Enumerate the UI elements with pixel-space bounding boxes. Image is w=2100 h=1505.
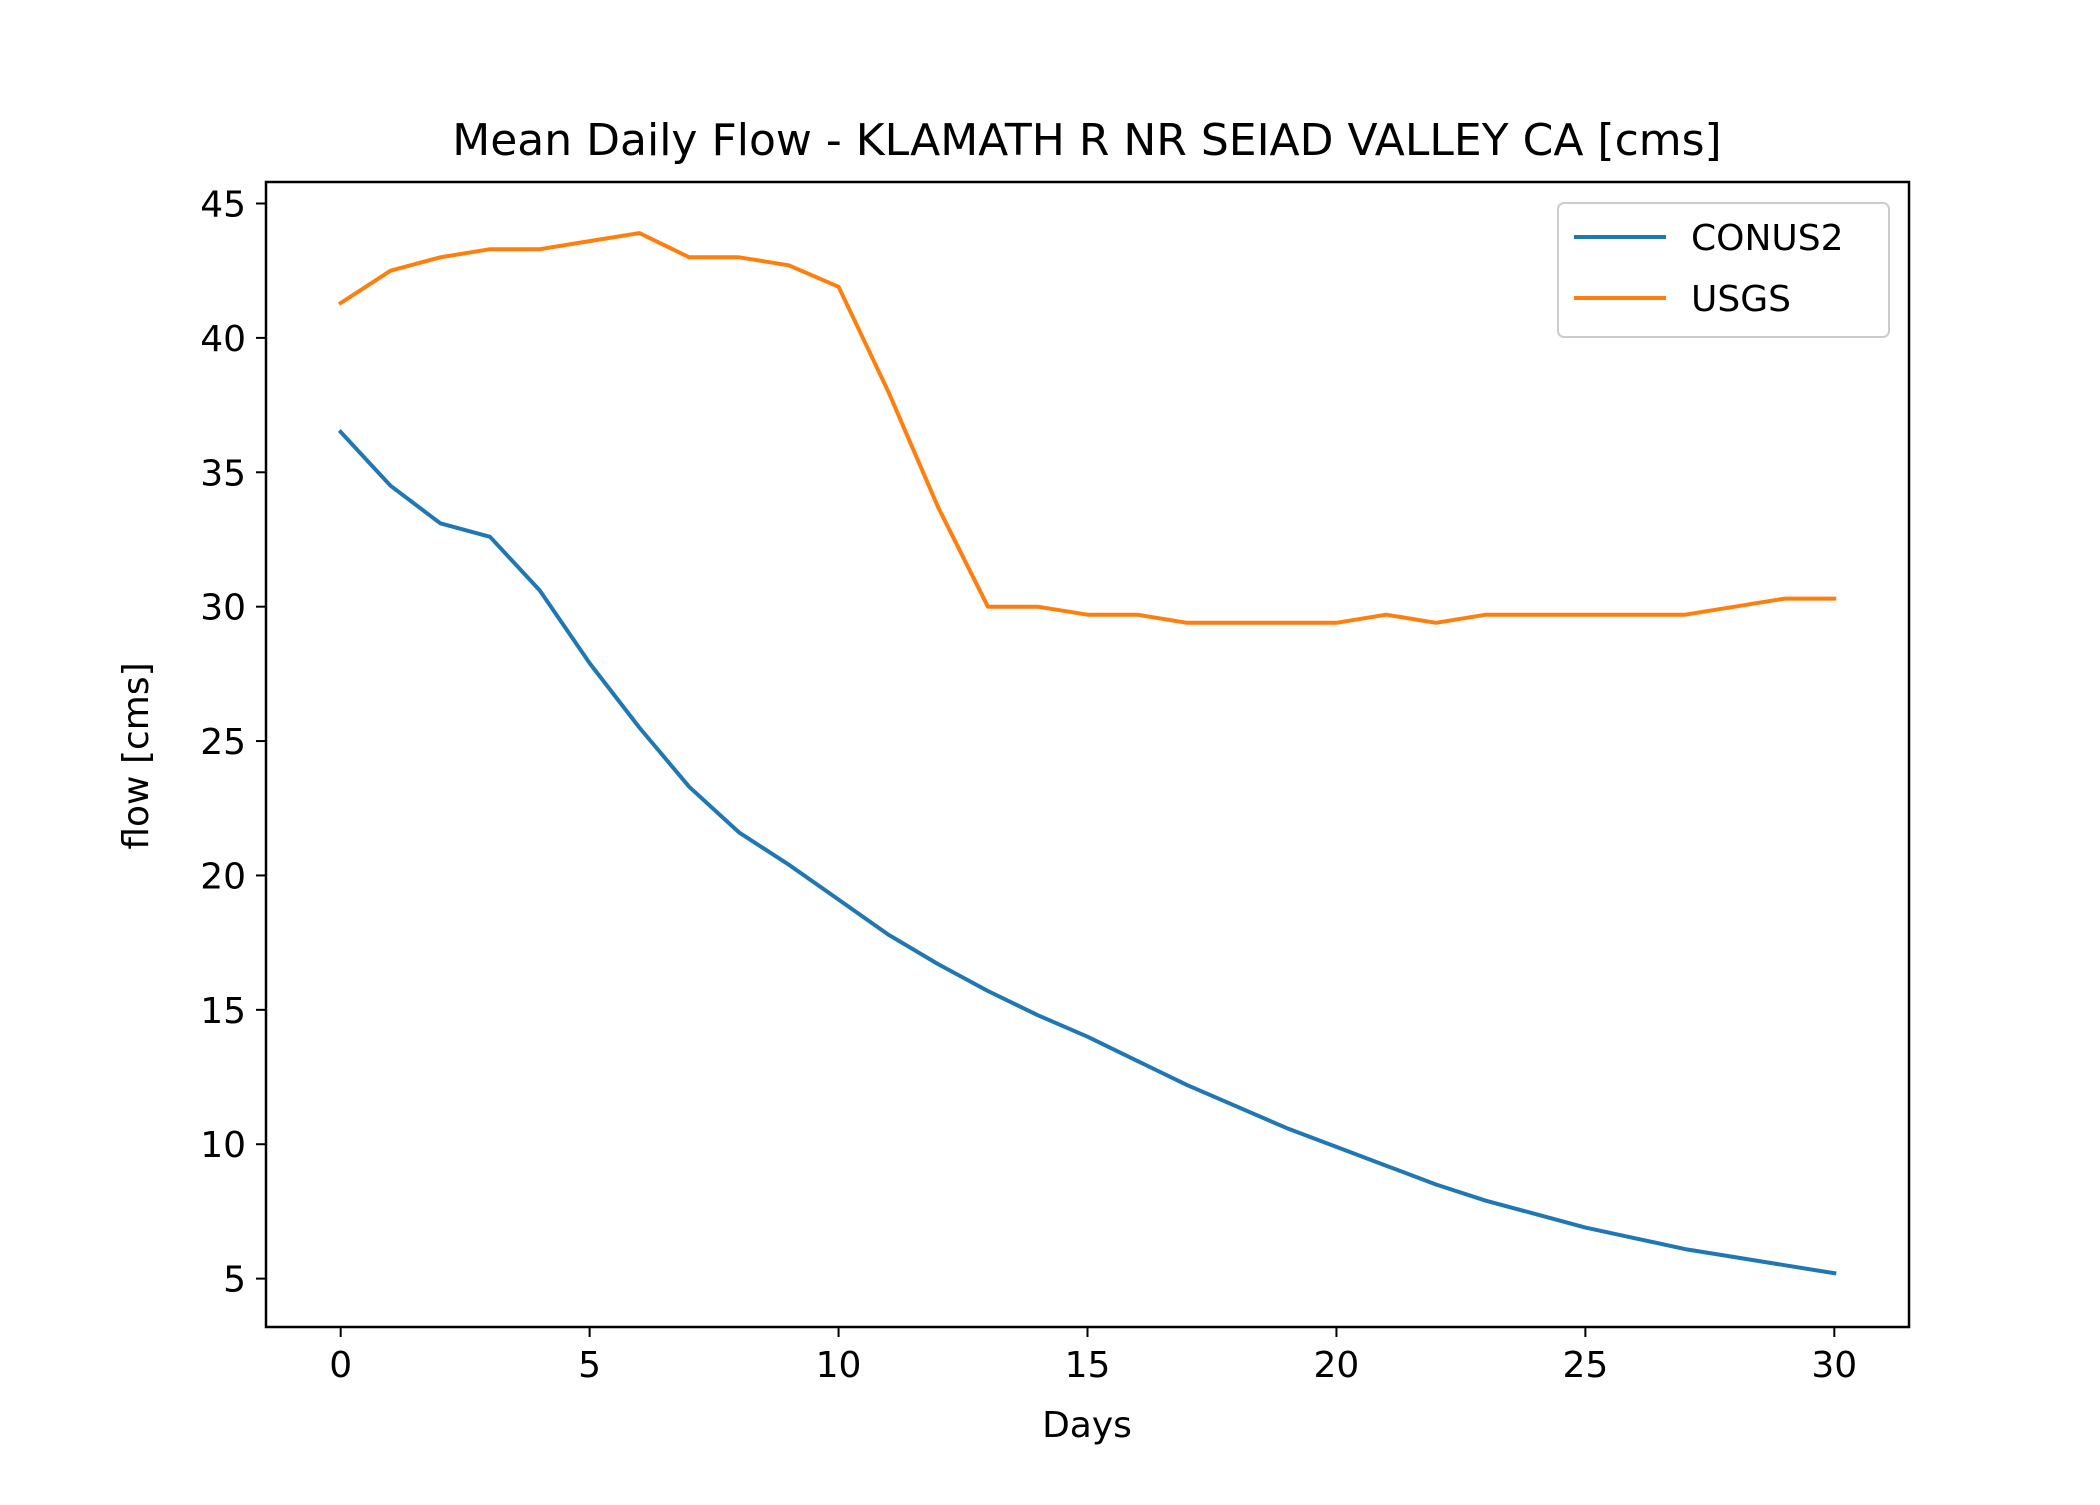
- y-tick-label: 30: [200, 588, 246, 629]
- axes: 0 5 10 15 20 25 30 5 10 15 20 25 30 35 40 45: [200, 180, 1911, 1386]
- x-tick-label: 0: [329, 1345, 352, 1386]
- y-tick-label: 45: [200, 185, 246, 226]
- y-tick-label: 5: [223, 1260, 246, 1301]
- y-tick-label: 35: [200, 453, 246, 494]
- legend: CONUS2 USGS: [1557, 202, 1890, 338]
- x-tick-label: 20: [1314, 1345, 1360, 1386]
- x-tick-label: 15: [1065, 1345, 1111, 1386]
- plot-background: [266, 182, 1909, 1327]
- x-tick-label: 10: [816, 1345, 862, 1386]
- legend-label-conus2: CONUS2: [1691, 218, 1844, 259]
- series-line-usgs: [337, 231, 1837, 625]
- chart-title: Mean Daily Flow - KLAMATH R NR SEIAD VAL…: [452, 115, 1721, 166]
- y-tick-label: 40: [200, 319, 246, 360]
- x-tick-label: 30: [1811, 1345, 1857, 1386]
- y-tick-label: 15: [200, 991, 246, 1032]
- x-tick-label: 5: [578, 1345, 601, 1386]
- x-tick-label: 25: [1562, 1345, 1608, 1386]
- y-tick-label: 20: [200, 856, 246, 897]
- y-tick-label: 25: [200, 722, 246, 763]
- y-axis-label: flow [cms]: [116, 662, 157, 849]
- y-tick-label: 10: [200, 1125, 246, 1166]
- plot-area: [266, 182, 1909, 1327]
- legend-label-usgs: USGS: [1691, 279, 1791, 320]
- x-axis-label: Days: [1042, 1405, 1132, 1446]
- series-line-conus2: [337, 429, 1837, 1276]
